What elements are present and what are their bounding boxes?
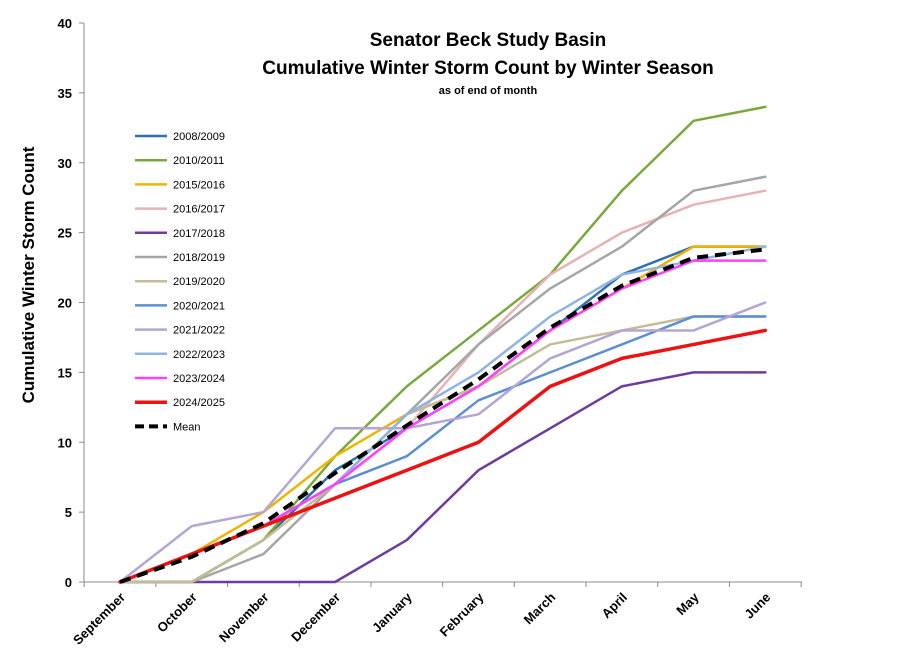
title-group: Senator Beck Study Basin Cumulative Wint… [262,30,713,97]
y-tick-label: 0 [65,575,72,590]
series-line-2022-2023 [118,245,767,584]
series-line-2024-2025 [118,328,768,584]
legend-label: Mean [173,421,201,433]
legend-label: 2015/2016 [173,179,225,191]
legend-label: 2010/2011 [173,155,224,167]
y-tick-label: 5 [65,505,72,520]
y-tick-label: 30 [58,156,72,171]
legend: 2008/2009 2010/2011 2015/2016 2016/2017 2017… [135,131,225,433]
y-axis-label: Cumulative Winter Storm Count [19,146,38,403]
legend-item-2021-2022: 2021/2022 [135,325,225,337]
legend-label: 2018/2019 [173,252,225,264]
x-tick-label-february: February [437,589,487,639]
chart-note: as of end of month [439,85,538,97]
legend-label: 2022/2023 [173,349,225,361]
x-tick-label-december: December [288,590,343,645]
y-tick-label: 35 [58,86,72,101]
series-line-2019-2020 [118,315,767,584]
y-tick-label: 25 [58,226,72,241]
y-tick-label: 10 [58,435,72,450]
chart-subtitle: Cumulative Winter Storm Count by Winter … [262,58,713,79]
legend-item-2020-2021: 2020/2021 [135,300,225,312]
legend-label: 2020/2021 [173,300,225,312]
x-tick-label-october: October [154,590,200,636]
y-tick-label: 20 [58,296,72,311]
series-line-2010-2011 [118,105,767,584]
legend-label: 2008/2009 [173,131,225,143]
y-tick-label: 40 [58,16,72,31]
legend-item-2008-2009: 2008/2009 [135,131,225,143]
legend-label: 2019/2020 [173,276,225,288]
x-tick-label-april: April [598,590,630,622]
legend-item-2019-2020: 2019/2020 [135,276,225,288]
legend-item-2023-2024: 2023/2024 [135,373,225,385]
legend-label: 2024/2025 [173,397,225,409]
series-line-2016-2017 [118,189,767,584]
x-tick-label-september: September [70,590,128,648]
series-line-2015-2016 [118,245,767,584]
axes: 0 5 10 15 20 25 30 35 40 September October November… [58,16,802,648]
legend-item-2016-2017: 2016/2017 [135,204,225,216]
legend-item-2022-2023: 2022/2023 [135,349,225,361]
legend-item-2017-2018: 2017/2018 [135,228,225,240]
legend-label: 2016/2017 [173,204,225,216]
legend-label: 2023/2024 [173,373,225,385]
legend-item-2010-2011: 2010/2011 [135,155,224,167]
series-line-2018-2019 [118,175,767,584]
x-tick-label-march: March [521,589,559,627]
legend-label: 2017/2018 [173,228,225,240]
legend-item-2024-2025: 2024/2025 [135,397,225,409]
series-line-2017-2018 [118,371,767,584]
x-tick-label-november: November [216,590,272,646]
y-tick-label: 15 [58,365,72,380]
legend-item-mean: Mean [135,421,201,433]
series-lines [118,105,768,584]
series-line-mean [119,247,766,584]
x-tick-label-june: June [741,590,773,622]
legend-label: 2021/2022 [173,325,225,337]
legend-item-2015-2016: 2015/2016 [135,179,225,191]
legend-item-2018-2019: 2018/2019 [135,252,225,264]
series-line-2021-2022 [118,301,767,584]
x-tick-label-january: January [369,589,415,635]
chart-title: Senator Beck Study Basin [370,30,607,51]
x-tick-label-may: May [673,589,702,618]
series-line-2008-2009 [118,245,767,584]
